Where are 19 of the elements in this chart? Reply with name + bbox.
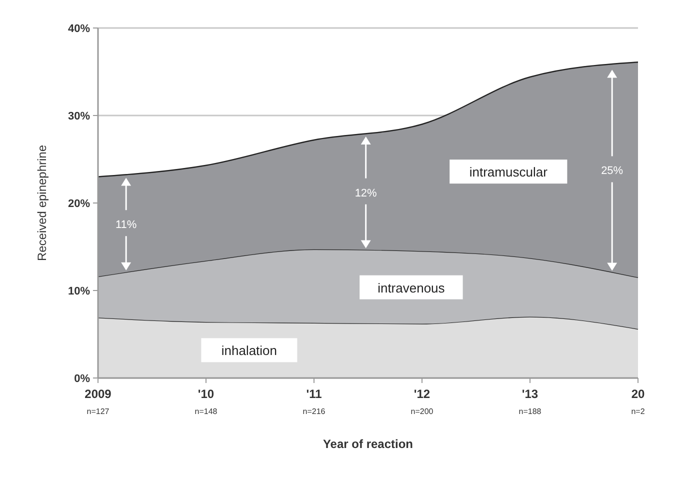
y-tick-label: 10% [68,286,90,298]
x-tick-label: 20 n=2 [631,387,646,416]
y-tick-label: 30% [68,110,90,122]
x-tick-label: 2009 n=127 [84,387,112,416]
y-axis-title: Received epinephrine [35,144,49,262]
series-label: intramuscular [469,164,548,180]
annotation: 11% [115,219,137,232]
x-tick-label: '10 n=148 [194,387,218,416]
y-tick-label: 20% [68,198,90,210]
x-axis-title: Year of reaction [322,437,414,451]
x-tick-label: '13 n=188 [518,387,542,416]
series-label: intravenous [378,280,446,296]
annotation: 25% [601,165,624,178]
annotation: 12% [354,187,378,200]
y-tick-label: 40% [68,23,90,35]
series-label: inhalation [221,343,278,358]
x-tick-label: '12 n=200 [410,387,434,416]
y-tick-label: 0% [74,373,90,385]
x-tick-label: '11 n=216 [302,387,326,416]
